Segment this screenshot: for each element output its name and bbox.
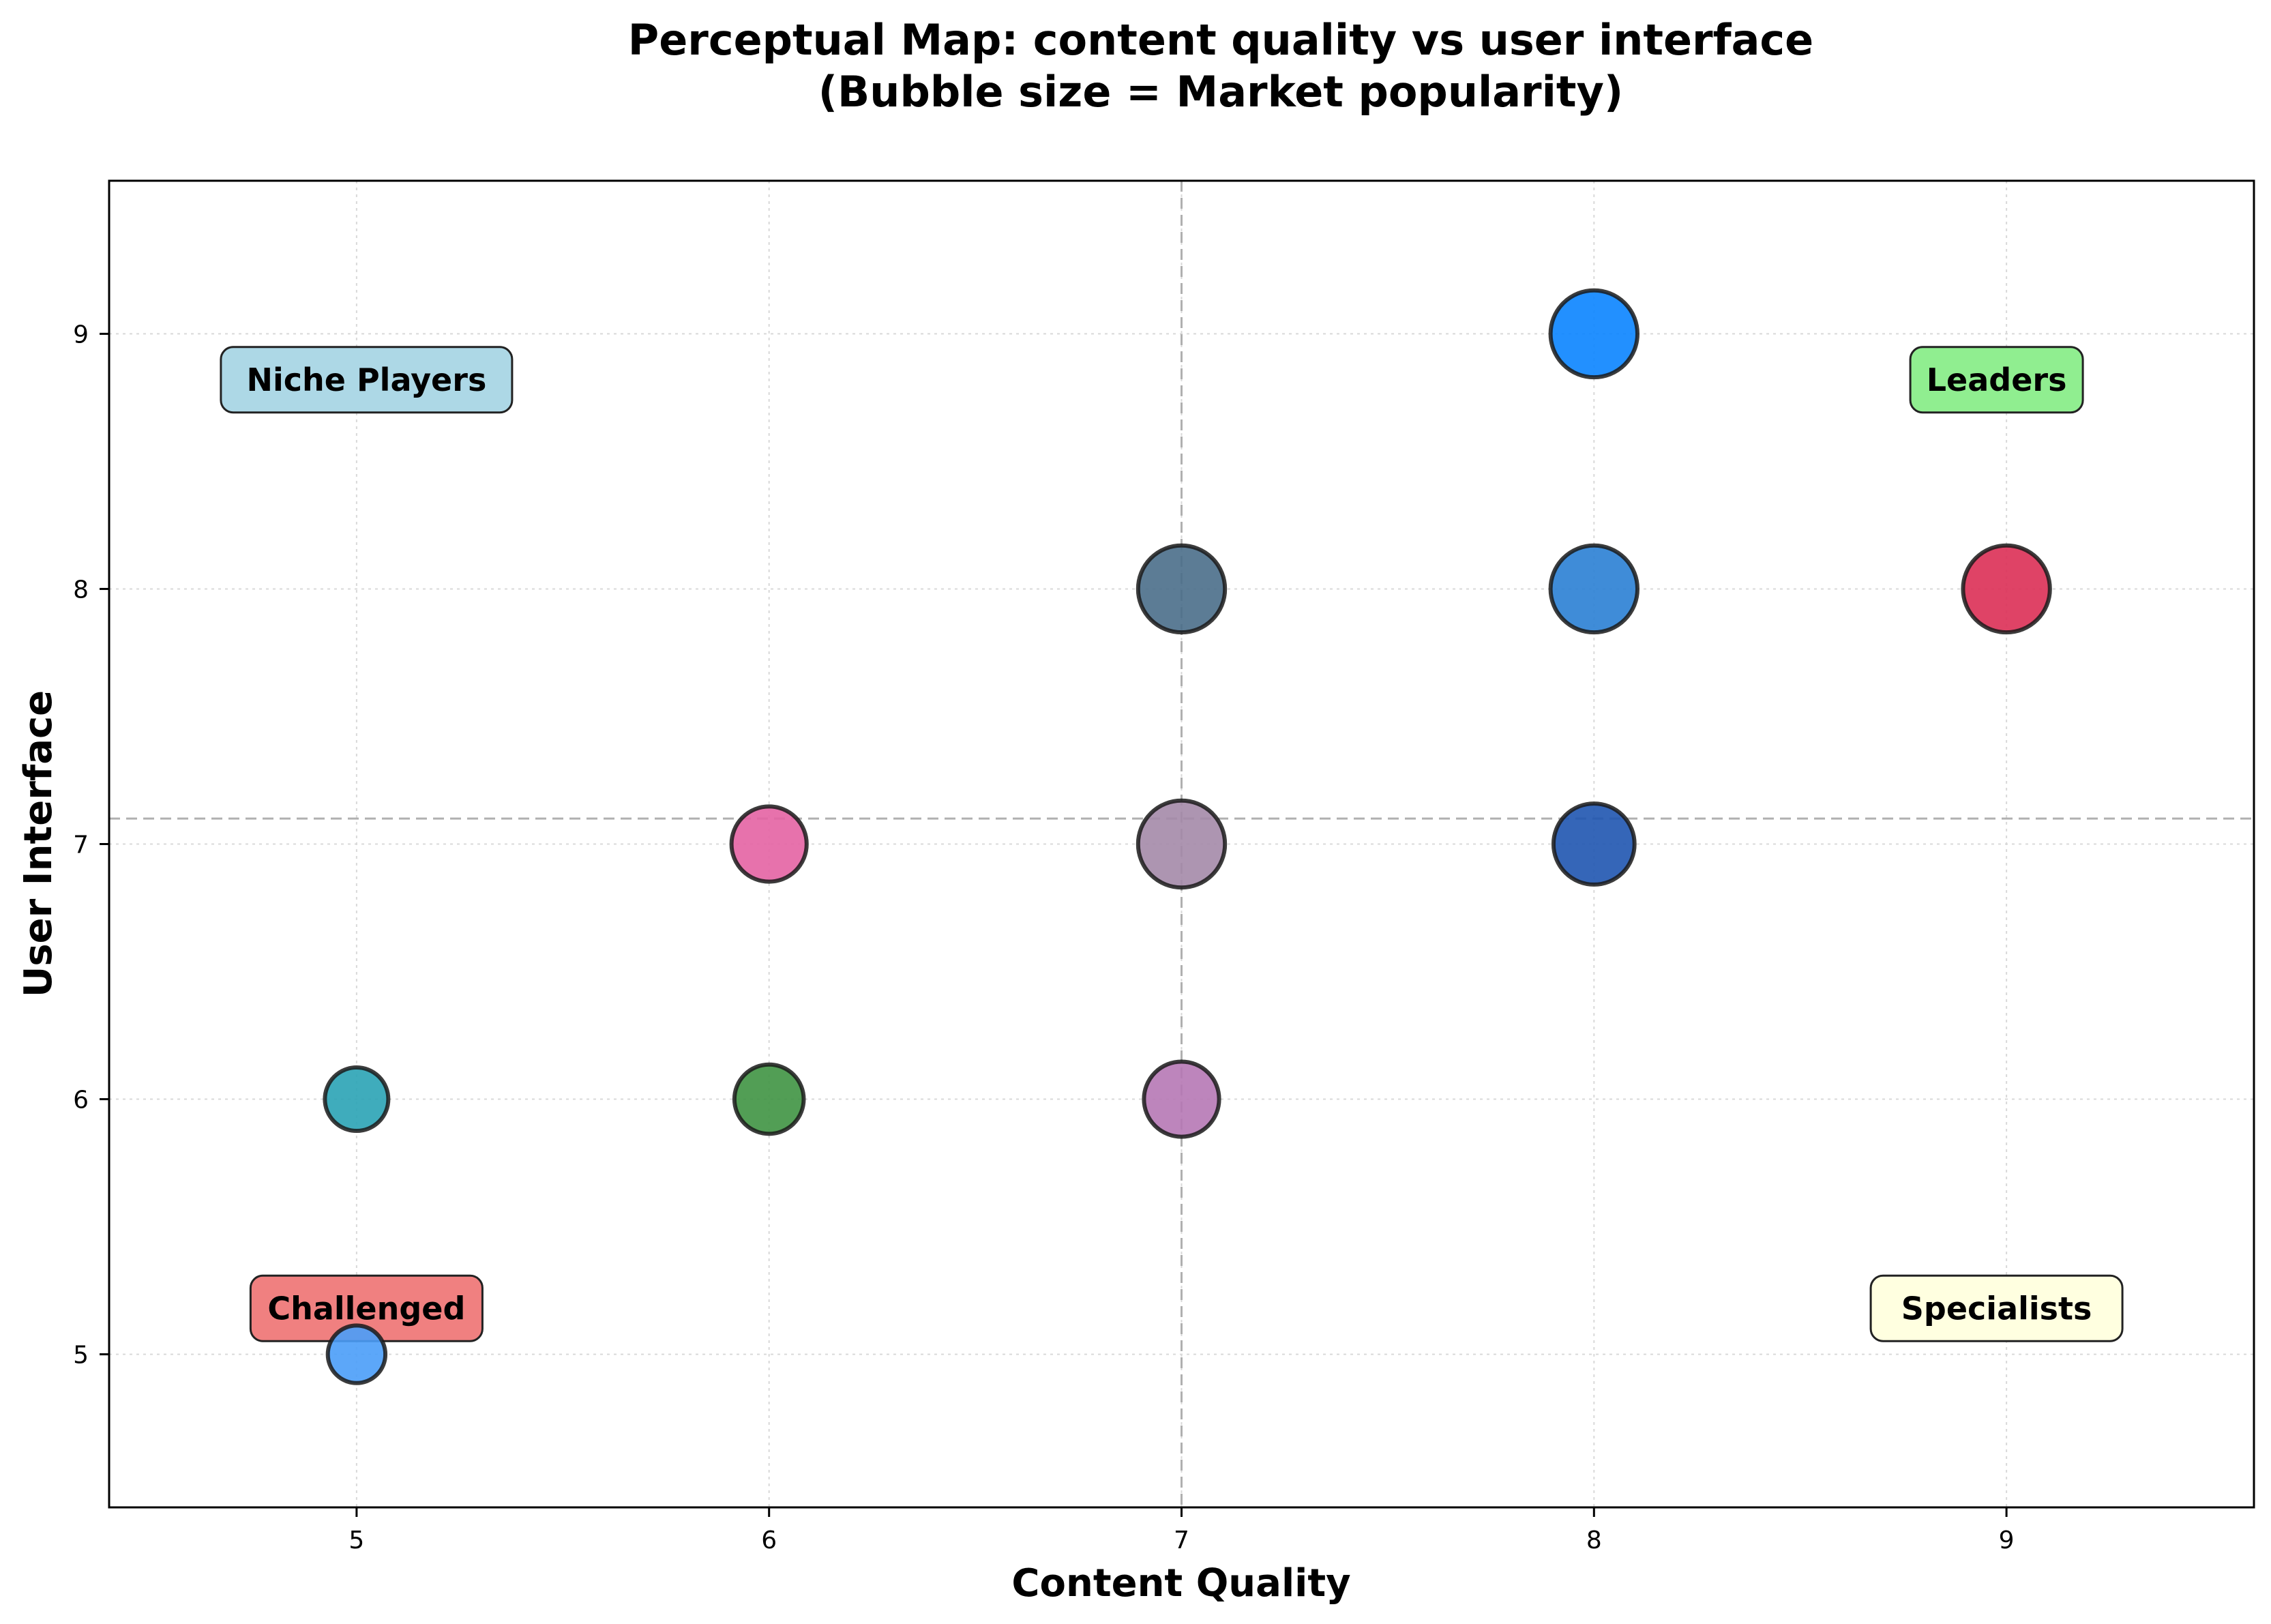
y-tick-label: 8 — [73, 576, 89, 604]
chart-title-line1: Perceptual Map: content quality vs user … — [628, 15, 1813, 65]
data-point — [1548, 543, 1640, 635]
data-point — [1551, 801, 1637, 887]
data-point — [1136, 543, 1228, 635]
x-tick-label: 7 — [1174, 1526, 1189, 1554]
data-point — [732, 1062, 806, 1136]
quadrant-specialists: Specialists — [1869, 1274, 2124, 1342]
data-point — [1136, 798, 1228, 890]
quadrant-leaders-label: Leaders — [1927, 361, 2067, 398]
data-point — [1961, 543, 2052, 635]
data-point — [1548, 288, 1640, 380]
quadrant-specialists-label: Specialists — [1901, 1290, 2092, 1327]
data-point — [323, 1065, 391, 1134]
x-tick-label: 8 — [1586, 1526, 1602, 1554]
axis-ticks: 5 6 7 8 9 5 6 7 8 9 — [73, 321, 2014, 1554]
x-tick-label: 6 — [761, 1526, 777, 1554]
quadrant-specialists-box — [1869, 1274, 2124, 1342]
plot-frame — [108, 179, 2255, 1509]
chart-title-line2: (Bubble size = Market popularity) — [818, 67, 1624, 117]
quadrant-leaders: Leaders — [1909, 346, 2084, 414]
y-tick-label: 6 — [73, 1087, 89, 1114]
x-tick-label: 9 — [1999, 1526, 2015, 1554]
y-tick-label: 5 — [73, 1342, 89, 1370]
quadrant-challenged-label: Challenged — [267, 1290, 465, 1327]
data-point — [1142, 1059, 1221, 1139]
quadrant-labels: Niche Players Leaders Challenged Special… — [220, 346, 2124, 1342]
quadrant-niche-label: Niche Players — [246, 361, 486, 398]
quadrant-niche-box — [220, 346, 514, 414]
y-axis-label: User Interface — [16, 690, 61, 997]
y-tick-label: 7 — [73, 831, 89, 859]
data-point — [729, 804, 809, 884]
quadrant-challenged: Challenged — [249, 1274, 484, 1342]
quadrant-niche-players: Niche Players — [220, 346, 514, 414]
data-points — [323, 288, 2052, 1385]
y-tick-label: 9 — [73, 321, 89, 349]
quadrant-leaders-box — [1909, 346, 2084, 414]
x-tick-label: 5 — [348, 1526, 364, 1554]
data-point — [325, 1323, 388, 1385]
x-axis-label: Content Quality — [1011, 1561, 1350, 1606]
